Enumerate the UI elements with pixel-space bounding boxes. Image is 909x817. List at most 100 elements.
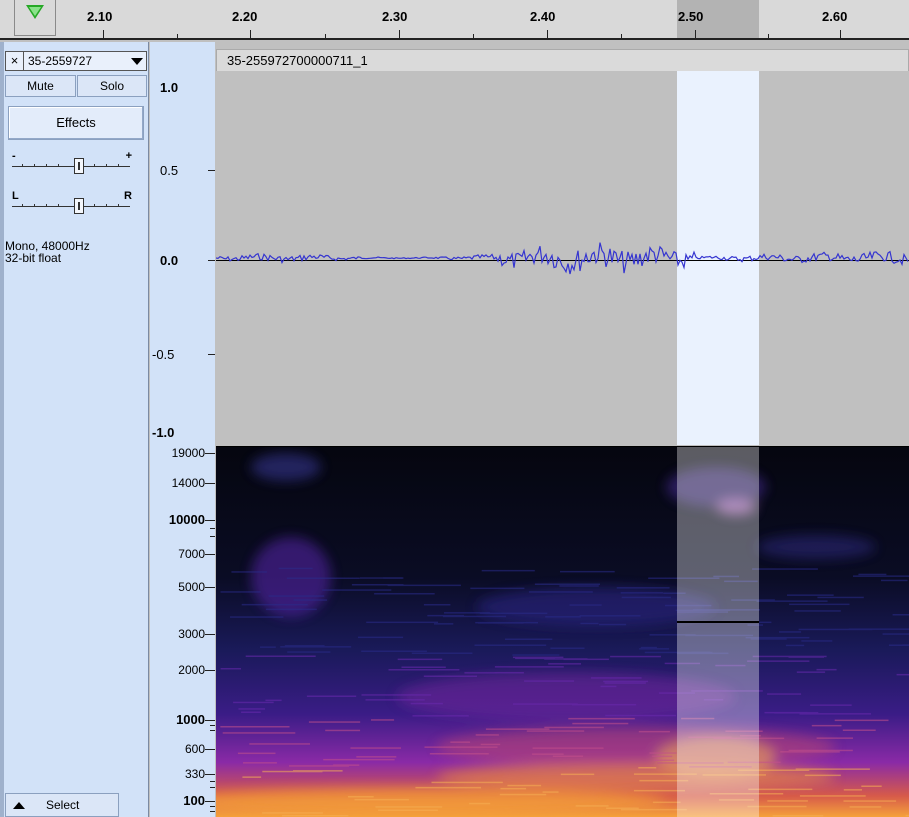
spectrogram-streak (401, 666, 446, 668)
spectrogram-streak (351, 584, 404, 586)
spectrogram-streak (397, 658, 443, 661)
ruler-label-2-50: 2.50 (678, 9, 704, 24)
freq-label-14000: 14000 (171, 476, 205, 490)
spectrogram-streak (442, 615, 506, 618)
ruler-tick (103, 30, 104, 38)
spectrogram-streak (545, 616, 581, 618)
spectrogram-streak (649, 752, 677, 754)
frequency-selection-line[interactable] (677, 621, 759, 623)
spectrogram-streak (323, 758, 395, 761)
spectrogram-streak (774, 712, 819, 714)
clip-name[interactable]: 35-255972700000711_1 (227, 53, 368, 68)
select-button[interactable]: Select (5, 793, 119, 817)
spectrogram-streak (532, 753, 564, 755)
spectrogram-streak (785, 644, 805, 647)
spectrogram-streak (474, 644, 547, 646)
spectrogram-streak (779, 631, 802, 633)
spectrogram-streak (499, 793, 547, 796)
spectrogram-streak (713, 737, 785, 740)
spectrogram-streak (849, 806, 882, 808)
spectrogram-streak (230, 616, 284, 618)
spectrogram-streak (620, 592, 664, 594)
waveform-plot (216, 242, 909, 275)
spectrogram-streak (424, 746, 498, 748)
spectrogram-streak (640, 646, 657, 649)
spectrogram-streak (287, 651, 331, 653)
ruler-minor-tick (768, 34, 769, 38)
spectrogram-streak (371, 719, 395, 721)
time-selection-spectrogram[interactable] (677, 447, 759, 817)
spectrogram-streak (374, 593, 435, 595)
spectrogram-streak (571, 703, 637, 706)
timeline-ruler[interactable]: 2.10 2.20 2.30 2.40 2.50 2.60 (0, 0, 909, 40)
spectrogram-streak (289, 765, 349, 767)
spectrogram-streak (322, 589, 392, 591)
slider-tick (46, 204, 47, 207)
dropdown-arrow-icon[interactable] (131, 58, 143, 65)
spectrogram-streak (794, 610, 841, 612)
gain-slider-thumb[interactable] (74, 158, 84, 174)
spectrogram-streak (568, 717, 635, 720)
clip-title-bar[interactable]: 35-255972700000711_1 (216, 49, 909, 71)
track-control-panel[interactable]: × 35-2559727 Mute Solo Effects - + L R M… (0, 42, 149, 817)
spectrogram-streak (892, 614, 909, 616)
slider-tick (106, 204, 107, 207)
freq-label-7000: 7000 (178, 547, 205, 561)
freq-minor-tick (210, 806, 215, 807)
spectrogram-streak (411, 652, 473, 654)
freq-label-100: 100 (183, 793, 205, 808)
spectrogram-streak (423, 675, 477, 677)
spectrogram-streak (638, 730, 670, 733)
spectrogram-streak (325, 729, 361, 732)
ruler-minor-tick (177, 34, 178, 38)
freq-label-5000: 5000 (178, 580, 205, 594)
spectrogram-streak (233, 701, 274, 704)
spectrogram-streak (713, 575, 739, 578)
spectrogram-view[interactable] (216, 446, 909, 817)
spectrogram-streak (834, 719, 889, 722)
spectrogram-streak (552, 755, 584, 757)
spectrogram-streak (284, 645, 325, 647)
spectrogram-streak (665, 604, 712, 607)
spectrogram-streak (580, 622, 599, 625)
freq-tick (205, 801, 215, 802)
mute-button[interactable]: Mute (5, 75, 76, 97)
track-name[interactable]: 35-2559727 (28, 54, 93, 68)
freq-minor-tick (210, 725, 215, 726)
pan-slider[interactable]: L R (10, 190, 132, 218)
spectrogram-streak (715, 664, 746, 667)
spectrogram-streak (799, 713, 871, 715)
spectrogram-streak (526, 730, 585, 732)
ruler-label-2-30: 2.30 (382, 9, 408, 24)
spectrogram-streak (691, 690, 763, 692)
effects-button[interactable]: Effects (8, 106, 144, 140)
spectrogram-streak (718, 799, 755, 801)
track-title-bar[interactable]: × 35-2559727 (5, 51, 147, 71)
freq-label-1000: 1000 (176, 712, 205, 727)
freq-minor-tick (210, 730, 215, 731)
spectrogram-streak (306, 695, 357, 697)
spectrogram-streak (747, 660, 810, 662)
spectrogram-streak (412, 715, 469, 717)
spectrogram-streak (709, 793, 784, 795)
solo-button[interactable]: Solo (77, 75, 147, 97)
freq-label-2000: 2000 (178, 663, 205, 677)
spectrogram-streak (429, 753, 489, 755)
spectrogram-streak (725, 730, 763, 732)
vertical-scale-panel[interactable]: 1.0 0.5 0.0 -0.5 -1.0 19000 14000 10000 … (150, 42, 215, 817)
pan-slider-thumb[interactable] (74, 198, 84, 214)
waveform-view[interactable] (216, 71, 909, 445)
gain-slider[interactable]: - + (10, 150, 132, 178)
freq-tick (205, 720, 215, 721)
close-icon[interactable]: × (6, 52, 24, 70)
spectrogram-streak (475, 734, 499, 736)
slider-tick (46, 164, 47, 167)
amp-label-0-5: 0.5 (160, 163, 179, 178)
spectrogram-streak (610, 655, 661, 658)
spectrogram-streak (648, 577, 720, 579)
spectrogram-streak (756, 600, 828, 602)
gain-minus-label: - (12, 150, 16, 162)
spectrogram-streak (260, 646, 276, 648)
spectrogram-streak (750, 638, 787, 640)
collapse-up-icon[interactable] (13, 802, 25, 809)
